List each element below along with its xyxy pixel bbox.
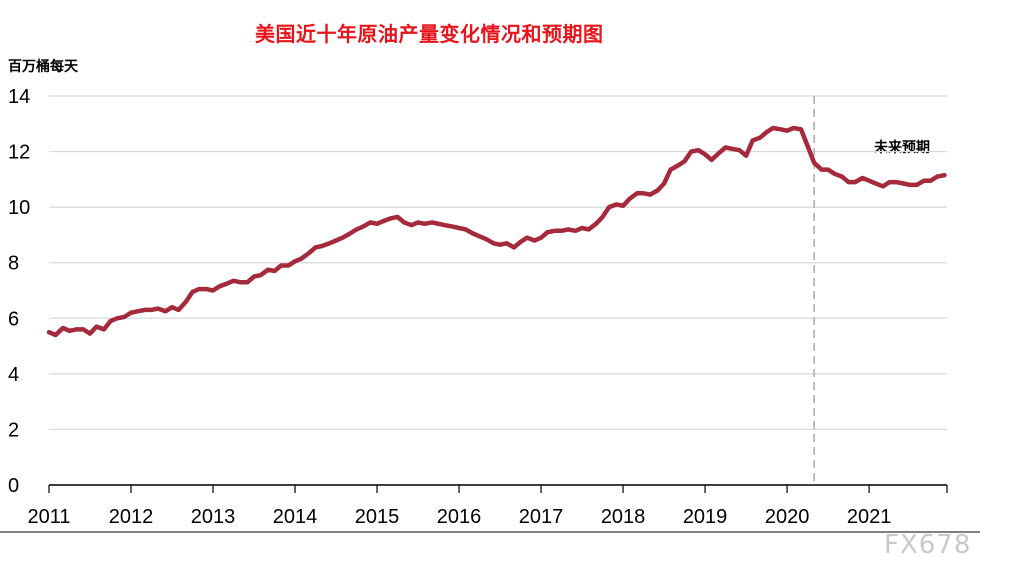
y-tick-label: 12: [8, 142, 30, 164]
y-tick-label: 10: [8, 197, 30, 219]
watermark: FX678: [884, 530, 972, 560]
x-tick-label: 2017: [519, 506, 564, 528]
y-tick-label: 0: [8, 475, 19, 497]
chart-title: 美国近十年原油产量变化情况和预期图: [255, 22, 604, 46]
y-tick-label: 2: [8, 419, 19, 441]
y-tick-label: 14: [8, 86, 30, 108]
y-tick-label: 8: [8, 253, 19, 275]
y-tick-labels: 0 2 4 6 8 10 12 14: [8, 86, 30, 497]
series-line: [46, 125, 947, 338]
x-tick-label: 2012: [109, 506, 154, 528]
x-tick-label: 2015: [355, 506, 400, 528]
x-tick-label: 2016: [437, 506, 482, 528]
x-tick-label: 2013: [191, 506, 236, 528]
gridlines: [49, 95, 947, 431]
x-tick-label: 2020: [765, 506, 810, 528]
series-group: [46, 125, 947, 338]
y-tick-label: 4: [8, 364, 19, 386]
y-axis-label: 百万桶每天: [8, 59, 78, 75]
x-tick-label: 2014: [273, 506, 318, 528]
y-tick-label: 6: [8, 308, 19, 330]
x-tick-label: 2018: [601, 506, 646, 528]
x-axis: 2011 2012 2013 2014 2015 2016 2017 2018 2019 2020…: [0, 484, 980, 533]
x-tick-label: 2011: [27, 506, 70, 528]
x-tick-label: 2021: [847, 506, 892, 528]
x-tick-label: 2019: [683, 506, 728, 528]
